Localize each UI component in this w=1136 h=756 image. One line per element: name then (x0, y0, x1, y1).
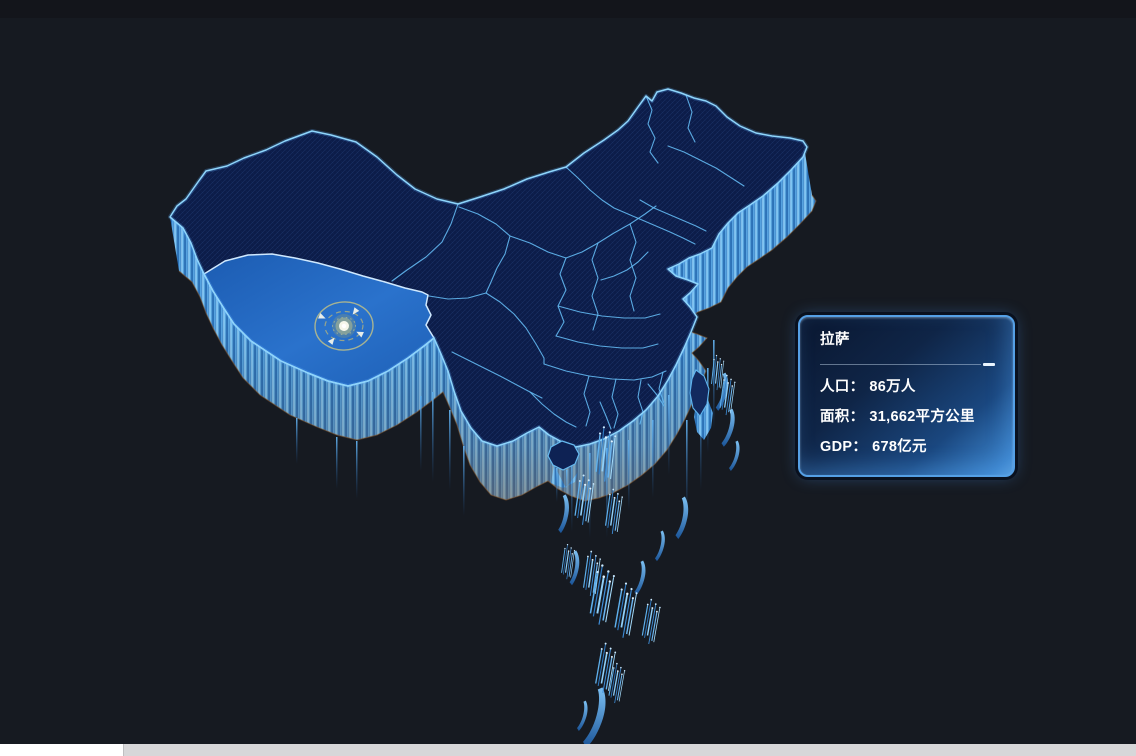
map-tooltip: 拉萨 人口： 86万人 面积： 31,662平方公里 GDP： 678亿元 (798, 315, 1015, 477)
tooltip-row-gdp: GDP： 678亿元 (820, 432, 995, 462)
map-extrusion-side (170, 141, 817, 502)
row-value: 31,662平方公里 (869, 409, 975, 425)
horizontal-scrollbar-thumb[interactable] (0, 744, 123, 756)
tooltip-divider (820, 363, 995, 366)
tooltip-row-population: 人口： 86万人 (820, 372, 995, 402)
hainan-island[interactable] (547, 440, 582, 502)
row-label: GDP： (820, 439, 868, 455)
row-label: 面积： (820, 409, 865, 425)
divider-line (820, 364, 981, 365)
tooltip-row-area: 面积： 31,662平方公里 (820, 402, 995, 432)
row-label: 人口： (820, 379, 865, 395)
tooltip-title: 拉萨 (820, 332, 850, 348)
taiwan-island[interactable] (689, 369, 713, 440)
row-value: 86万人 (869, 379, 916, 395)
top-strip (0, 0, 1136, 18)
country-outline (168, 87, 809, 449)
province-borders[interactable] (391, 94, 745, 430)
horizontal-scrollbar-track[interactable] (0, 744, 1136, 756)
row-value: 678亿元 (872, 439, 927, 455)
divider-dash (983, 363, 995, 366)
city-marker (314, 301, 374, 351)
tooltip-rows: 人口： 86万人 面积： 31,662平方公里 GDP： 678亿元 (820, 372, 995, 462)
